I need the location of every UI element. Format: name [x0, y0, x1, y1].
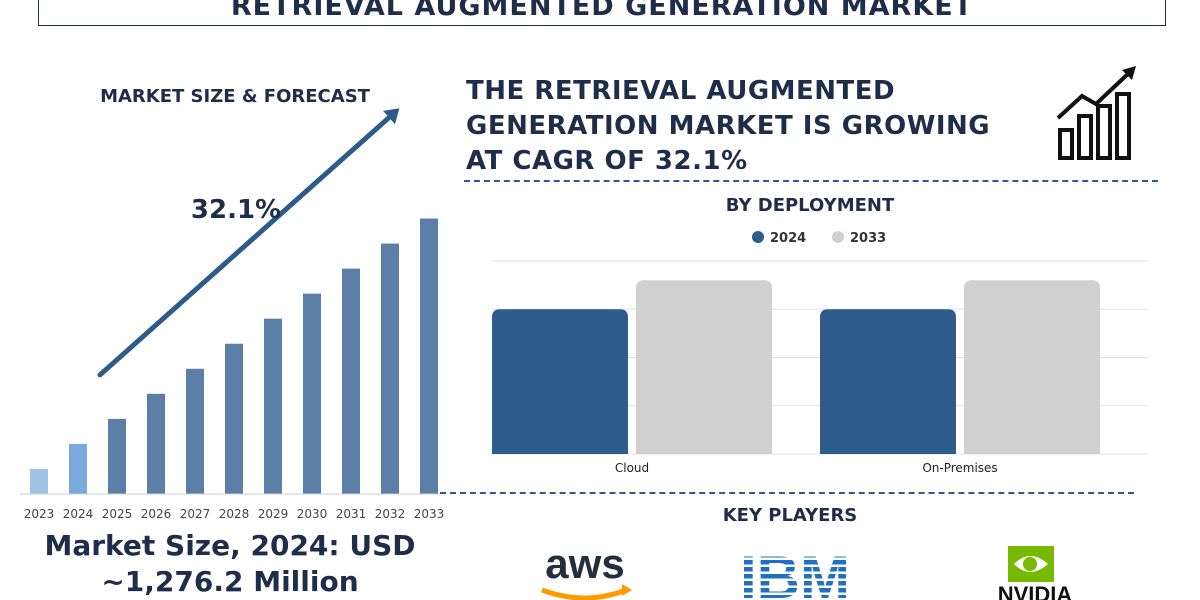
tick-label-2033: 2033: [414, 507, 445, 521]
ibm-logo-text: IBM: [740, 546, 850, 600]
trend-arrow-line: [97, 115, 392, 378]
legend-label-2033: 2033: [850, 231, 886, 246]
tick-label-2025: 2025: [102, 507, 133, 521]
bar-2031: [342, 268, 360, 494]
aws-logo-text: aws: [545, 540, 624, 587]
tick-label-2024: 2024: [63, 507, 94, 521]
tick-label-2023: 2023: [24, 507, 55, 521]
bar-2033: [420, 218, 438, 495]
category-label-On-Premises: On-Premises: [922, 461, 997, 475]
bar-Cloud-2033: [636, 280, 772, 454]
bar-2029: [264, 318, 282, 494]
trend-arrow-head: [383, 108, 400, 125]
banner: RETRIEVAL AUGMENTED GENERATION MARKET: [38, 0, 1166, 26]
legend-marker-2024: [752, 231, 764, 243]
bar-Cloud-2024: [492, 309, 628, 454]
bar-2025: [108, 418, 126, 494]
top-divider: [464, 180, 1158, 182]
deployment-title: BY DEPLOYMENT: [725, 195, 895, 216]
banner-title: RETRIEVAL AUGMENTED GENERATION MARKET: [230, 0, 974, 22]
bar-On-Premises-2033: [964, 280, 1100, 454]
nvidia-logo: NVIDIA: [998, 546, 1073, 600]
cagr-annotation: 32.1%: [191, 195, 281, 225]
key-players-title: KEY PLAYERS: [722, 505, 858, 526]
legend-marker-2033: [832, 231, 844, 243]
ibm-logo: IBM: [740, 546, 850, 600]
bar-2027: [186, 368, 204, 494]
category-label-Cloud: Cloud: [615, 461, 649, 475]
tick-label-2027: 2027: [180, 507, 211, 521]
market-size-chart: MARKET SIZE & FORECAST 2023 2024 2025 2026 20…: [20, 86, 445, 521]
bar-2028: [225, 343, 243, 494]
tick-label-2026: 2026: [141, 507, 172, 521]
tick-label-2030: 2030: [297, 507, 328, 521]
tick-label-2032: 2032: [375, 507, 406, 521]
tick-label-2029: 2029: [258, 507, 289, 521]
bar-2023: [30, 468, 48, 494]
cagr-headline: THE RETRIEVAL AUGMENTED GENERATION MARKE…: [466, 76, 991, 176]
bottom-divider: [440, 492, 1134, 494]
bar-2032: [381, 243, 399, 494]
market-size-title: MARKET SIZE & FORECAST: [100, 86, 371, 107]
deployment-chart: 2024 2033 Cloud On-Premises: [492, 231, 1148, 475]
growth-chart-icon: [1056, 66, 1136, 160]
aws-logo: aws: [541, 540, 632, 600]
market-size-label: Market Size, 2024: USD ~1,276.2 Million: [44, 529, 416, 598]
tick-label-2028: 2028: [219, 507, 250, 521]
tick-label-2031: 2031: [336, 507, 367, 521]
bar-2030: [303, 293, 321, 494]
legend-label-2024: 2024: [770, 231, 806, 246]
bar-On-Premises-2024: [820, 309, 956, 454]
bar-2026: [147, 393, 165, 494]
bar-2024: [69, 443, 87, 494]
nvidia-logo-text: NVIDIA: [998, 582, 1073, 600]
